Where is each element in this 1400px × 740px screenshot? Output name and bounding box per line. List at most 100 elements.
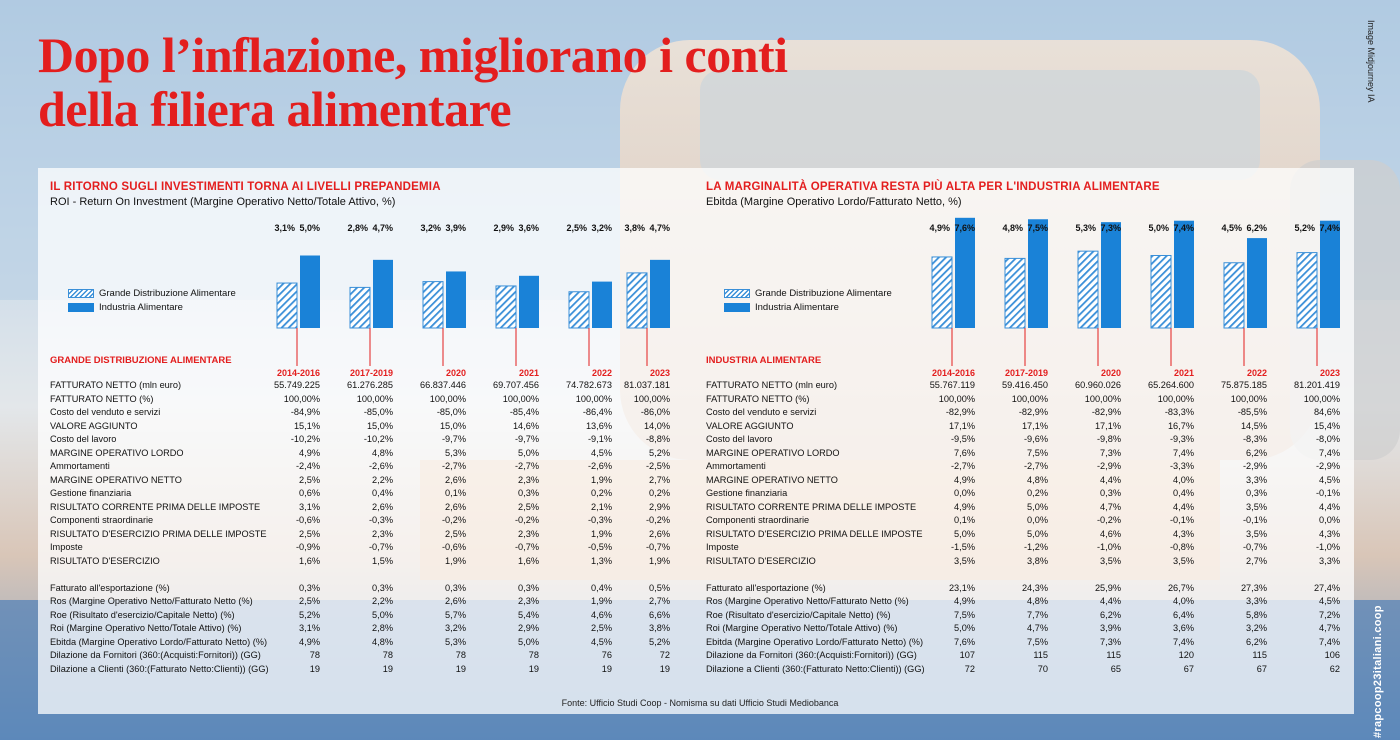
cell-right-12-6: -1,0%	[1315, 542, 1340, 552]
cell-right-9-1: 4,9%	[954, 501, 975, 512]
cell-right-9-5: 3,5%	[1246, 501, 1267, 512]
cell-right-6-3: -2,9%	[1096, 461, 1121, 471]
cell-left-0-1: 55.749.225	[274, 380, 320, 390]
data-label-gda-right-5: 5,2%	[1294, 223, 1315, 233]
cell-right-10-4: -0,1%	[1169, 515, 1194, 525]
cell-left-19-3: 5,3%	[445, 636, 466, 647]
cell-right-13-6: 3,3%	[1319, 555, 1340, 566]
year-header-right-3: 2021	[1173, 368, 1194, 378]
cell-right-19-5: 6,2%	[1246, 636, 1267, 647]
row-label-right-20: Dilazione da Fornitori (360:(Acquisti:Fo…	[706, 650, 917, 660]
cell-right-10-6: 0,0%	[1319, 515, 1340, 525]
row-label-left-8: Gestione finanziaria	[50, 488, 132, 498]
cell-left-4-3: -9,7%	[441, 434, 466, 444]
row-label-left-17: Roe (Risultato d'esercizio/Capitale Nett…	[50, 609, 235, 620]
row-label-left-2: Costo del venduto e servizi	[50, 407, 161, 417]
cell-right-17-4: 6,4%	[1173, 609, 1194, 620]
cell-left-5-2: 4,8%	[372, 447, 393, 458]
row-label-left-3: VALORE AGGIUNTO	[50, 420, 138, 431]
cell-right-2-2: -82,9%	[1018, 407, 1048, 417]
cell-right-0-3: 60.960.026	[1075, 380, 1121, 390]
cell-right-12-1: -1,5%	[950, 542, 975, 552]
row-label-left-9: RISULTATO CORRENTE PRIMA DELLE IMPOSTE	[50, 501, 261, 512]
bar-ind-right-1	[1028, 219, 1048, 328]
row-label-left-1: FATTURATO NETTO (%)	[50, 393, 154, 404]
cell-left-0-3: 66.837.446	[420, 380, 466, 390]
cell-right-21-4: 67	[1183, 663, 1194, 674]
cell-left-13-5: 1,3%	[591, 555, 612, 566]
cell-right-12-2: -1,2%	[1023, 542, 1048, 552]
cell-left-7-1: 2,5%	[299, 474, 320, 485]
bar-gda-left-4	[568, 291, 590, 329]
cell-left-15-2: 0,3%	[372, 582, 393, 593]
cell-left-20-2: 78	[382, 650, 393, 660]
cell-right-11-4: 4,3%	[1173, 528, 1194, 539]
cell-right-4-4: -9,3%	[1169, 434, 1194, 444]
cell-right-15-6: 27,4%	[1313, 582, 1340, 593]
cell-left-16-6: 2,7%	[649, 596, 670, 606]
cell-right-3-3: 17,1%	[1094, 420, 1121, 431]
cell-left-15-6: 0,5%	[649, 582, 670, 593]
cell-right-21-5: 67	[1256, 663, 1267, 674]
cell-left-6-3: -2,7%	[441, 461, 466, 471]
row-label-left-13: RISULTATO D'ESERCIZIO	[50, 555, 160, 566]
cell-left-6-4: -2,7%	[514, 461, 539, 471]
cell-right-18-4: 3,6%	[1173, 623, 1194, 633]
year-header-left-3: 2021	[518, 368, 539, 378]
cell-right-1-3: 100,00%	[1084, 393, 1121, 404]
cell-right-1-2: 100,00%	[1011, 393, 1048, 404]
cell-left-9-5: 2,1%	[591, 501, 612, 512]
cell-left-21-2: 19	[382, 663, 393, 674]
row-label-right-17: Roe (Risultato d'esercizio/Capitale Nett…	[706, 609, 891, 620]
cell-right-12-4: -0,8%	[1169, 542, 1194, 552]
cell-right-8-4: 0,4%	[1173, 488, 1194, 498]
cell-left-19-4: 5,0%	[518, 636, 539, 647]
cell-right-21-1: 72	[964, 663, 975, 674]
cell-left-20-3: 78	[455, 650, 466, 660]
cell-left-20-6: 72	[659, 650, 670, 660]
cell-right-20-1: 107	[959, 650, 975, 660]
right-section-title: INDUSTRIA ALIMENTARE	[706, 355, 822, 366]
cell-left-8-6: 0,2%	[649, 488, 670, 498]
bar-ind-right-3	[1174, 220, 1194, 328]
cell-left-16-3: 2,6%	[445, 596, 466, 606]
cell-right-21-3: 65	[1110, 663, 1121, 674]
row-label-left-0: FATTURATO NETTO (mln euro)	[50, 380, 182, 390]
cell-left-4-5: -9,1%	[587, 434, 612, 444]
row-label-right-6: Ammortamenti	[706, 461, 766, 471]
data-label-ind-left-4: 3,2%	[591, 223, 612, 233]
cell-right-3-5: 14,5%	[1240, 420, 1267, 431]
legend-item-gda: Grande Distribuzione Alimentare	[68, 286, 236, 300]
cell-right-19-2: 7,5%	[1027, 636, 1048, 647]
cell-left-7-3: 2,6%	[445, 474, 466, 485]
data-label-ind-right-1: 7,5%	[1027, 223, 1048, 233]
bar-ind-right-5	[1320, 220, 1340, 328]
cell-left-4-6: -8,8%	[645, 434, 670, 444]
cell-left-21-4: 19	[528, 663, 539, 674]
cell-right-19-6: 7,4%	[1319, 636, 1340, 647]
cell-right-17-6: 7,2%	[1319, 609, 1340, 620]
row-label-right-3: VALORE AGGIUNTO	[706, 420, 794, 431]
row-label-right-2: Costo del venduto e servizi	[706, 407, 817, 417]
legend-item-ind: Industria Alimentare	[68, 300, 236, 314]
cell-left-11-5: 1,9%	[591, 528, 612, 539]
cell-right-15-5: 27,3%	[1240, 582, 1267, 593]
page-title: Dopo l’inflazione, migliorano i conti de…	[38, 28, 788, 136]
row-label-left-7: MARGINE OPERATIVO NETTO	[50, 474, 182, 485]
cell-left-10-4: -0,2%	[514, 515, 539, 525]
cell-right-0-4: 65.264.600	[1148, 380, 1194, 390]
cell-right-11-6: 4,3%	[1319, 528, 1340, 539]
row-label-left-11: RISULTATO D'ESERCIZIO PRIMA DELLE IMPOST…	[50, 528, 267, 539]
cell-left-6-5: -2,6%	[587, 461, 612, 471]
cell-right-18-1: 5,0%	[954, 623, 975, 633]
data-label-ind-right-2: 7,3%	[1100, 223, 1121, 233]
cell-left-7-5: 1,9%	[591, 474, 612, 485]
data-label-ind-right-4: 6,2%	[1246, 223, 1267, 233]
cell-right-5-2: 7,5%	[1027, 447, 1048, 458]
cell-right-7-1: 4,9%	[954, 474, 975, 485]
cell-left-12-5: -0,5%	[587, 542, 612, 552]
cell-left-1-5: 100,00%	[575, 393, 612, 404]
cell-right-15-3: 25,9%	[1094, 582, 1121, 593]
row-label-right-8: Gestione finanziaria	[706, 488, 788, 498]
cell-right-2-4: -83,3%	[1164, 407, 1194, 417]
